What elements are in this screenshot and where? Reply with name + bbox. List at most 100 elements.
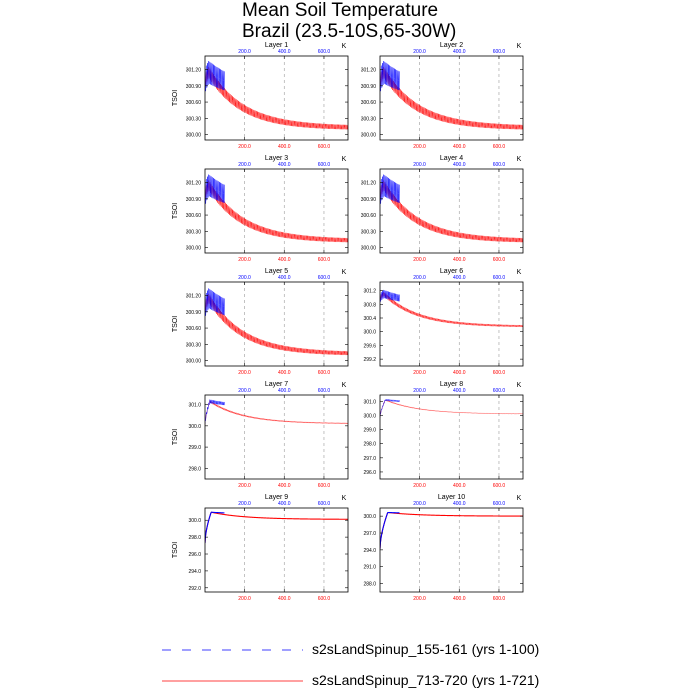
plot-frame [379,168,524,254]
y-tick-label: 298.0 [188,466,201,472]
y-tick-label: 300.90 [361,84,377,90]
top-axis-unit-label: K [342,382,347,389]
series-red-line [380,291,523,328]
top-tick-label: 600.0 [318,49,331,55]
bottom-tick-label: 200.0 [413,370,426,376]
y-tick-label: 298.0 [188,535,201,541]
top-axis-unit-label: K [342,269,347,276]
series-red-line [205,293,348,356]
plot-frame [379,507,524,593]
panel-title: Layer 5 [265,268,288,275]
y-tick-label: 298.0 [363,442,376,448]
panel-title: Layer 6 [440,268,463,275]
bottom-tick-label: 400.0 [278,144,291,150]
y-tick-label: 300.4 [363,316,376,322]
series-group [205,511,348,544]
series-group [380,60,523,130]
top-axis-unit-label: K [517,43,522,50]
top-axis-unit-label: K [517,382,522,389]
series-blue-line [380,60,400,92]
top-tick-label: 200.0 [413,49,426,55]
panel-title: Layer 9 [265,494,288,501]
plot-frame [204,394,349,480]
top-tick-label: 200.0 [238,162,251,168]
title-line-2: Brazil (23.5-10S,65-30W) [242,21,457,42]
legend-label-1: s2sLandSpinup_155-161 (yrs 1-100) [312,641,540,657]
y-axis-label: TSOI [172,316,179,332]
y-tick-label: 292.0 [188,586,201,592]
top-tick-label: 200.0 [413,162,426,168]
panel-layer-7: 298.0 299.0 300.0 301.0 200.0 200.0 400.0 400.0… [172,381,349,489]
y-axis-label: TSOI [172,429,179,445]
y-tick-label: 297.0 [363,456,376,462]
top-tick-label: 600.0 [493,49,506,55]
bottom-tick-label: 400.0 [453,483,466,489]
bottom-tick-label: 600.0 [493,257,506,263]
series-group [205,287,348,356]
y-tick-label: 294.0 [188,569,201,575]
y-axis-label: TSOI [172,203,179,219]
series-blue-line [205,60,225,92]
top-tick-label: 200.0 [413,275,426,281]
y-tick-label: 300.30 [361,229,377,235]
y-tick-label: 299.6 [363,343,376,349]
y-tick-label: 300.60 [186,326,202,332]
bottom-tick-label: 200.0 [238,596,251,602]
plot-frame [379,55,524,141]
bottom-tick-label: 200.0 [238,370,251,376]
bottom-tick-label: 600.0 [493,596,506,602]
top-tick-label: 600.0 [318,275,331,281]
top-tick-label: 600.0 [493,388,506,394]
bottom-tick-label: 400.0 [278,596,291,602]
series-group [380,511,523,549]
panel-title: Layer 1 [265,42,288,49]
y-axis-label: TSOI [172,90,179,106]
y-tick-label: 291.0 [363,565,376,571]
y-tick-label: 300.0 [188,424,201,430]
top-tick-label: 400.0 [453,162,466,168]
top-tick-label: 400.0 [453,501,466,507]
y-tick-label: 300.00 [361,133,377,139]
y-tick-label: 300.00 [186,133,202,139]
panel-layer-4: 300.00 300.30 300.60 300.90 301.20 200.0 200.0… [361,155,524,263]
series-red-line [205,511,348,544]
panel-title: Layer 10 [438,494,465,501]
series-red-line [380,179,523,243]
y-tick-label: 301.0 [363,399,376,405]
y-tick-label: 294.0 [363,548,376,554]
top-tick-label: 600.0 [318,162,331,168]
legend-swatch-dashed [162,649,303,651]
panel-layer-1: 300.00 300.30 300.60 300.90 301.20 200.0 200.0… [172,42,349,150]
bottom-tick-label: 400.0 [278,483,291,489]
series-blue-line [205,287,225,316]
series-blue-line [380,398,400,418]
y-tick-label: 300.00 [186,246,202,252]
top-tick-label: 400.0 [278,501,291,507]
y-tick-label: 300.30 [361,116,377,122]
y-tick-label: 300.60 [361,100,377,106]
series-red-line [380,66,523,130]
legend-label-2: s2sLandSpinup_713-720 (yrs 1-721) [312,672,540,688]
top-tick-label: 400.0 [453,275,466,281]
top-tick-label: 600.0 [493,501,506,507]
y-tick-label: 300.90 [361,197,377,203]
panel-layer-2: 300.00 300.30 300.60 300.90 301.20 200.0 200.0… [361,42,524,150]
y-tick-label: 300.30 [186,342,202,348]
y-tick-label: 300.00 [186,359,202,365]
bottom-tick-label: 200.0 [238,144,251,150]
bottom-tick-label: 400.0 [453,370,466,376]
bottom-tick-label: 600.0 [493,483,506,489]
bottom-tick-label: 600.0 [318,257,331,263]
top-axis-unit-label: K [342,156,347,163]
panel-title: Layer 4 [440,155,463,162]
bottom-tick-label: 200.0 [413,257,426,263]
top-axis-unit-label: K [517,269,522,276]
series-red-line [205,179,348,243]
top-tick-label: 200.0 [413,501,426,507]
series-red-line [205,400,348,425]
y-tick-label: 300.30 [186,116,202,122]
bottom-tick-label: 400.0 [453,596,466,602]
y-tick-label: 296.0 [188,552,201,558]
panel-layer-3: 300.00 300.30 300.60 300.90 301.20 200.0 200.0… [172,155,349,263]
top-tick-label: 400.0 [278,162,291,168]
